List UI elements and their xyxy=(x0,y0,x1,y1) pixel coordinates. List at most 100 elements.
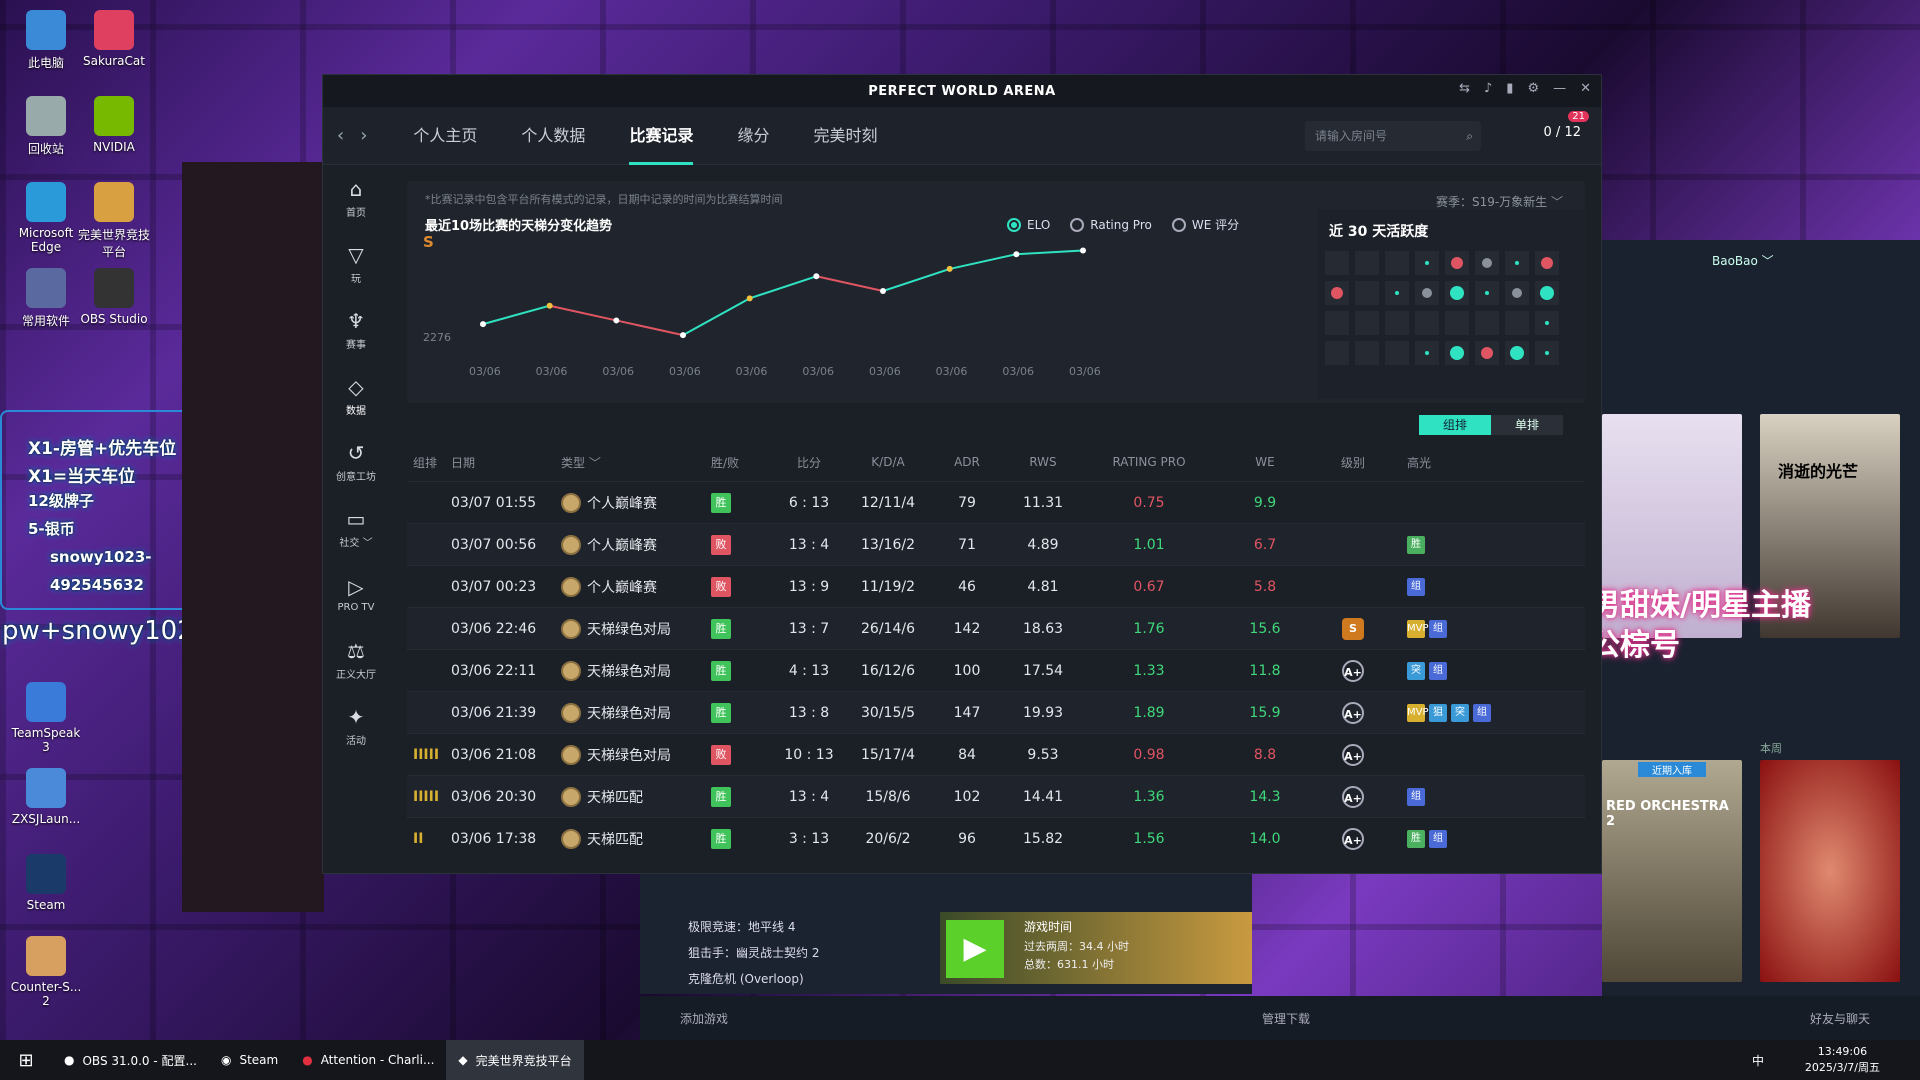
red-orchestra-cover[interactable]: 近期入库 RED ORCHESTRA 2 xyxy=(1602,760,1742,982)
tab-1[interactable]: 个人数据 xyxy=(521,125,586,145)
tab-4[interactable]: 完美时刻 xyxy=(813,125,878,145)
activity-cell[interactable] xyxy=(1385,281,1409,305)
activity-cell[interactable] xyxy=(1415,251,1439,275)
activity-cell[interactable] xyxy=(1475,281,1499,305)
desktop-icon[interactable]: Steam xyxy=(8,848,84,912)
highlight-badge[interactable]: 狙 xyxy=(1429,703,1447,722)
desktop-icon[interactable]: TeamSpeak 3 xyxy=(8,676,84,754)
sidebar-item-5[interactable]: ▭ 社交 ﹀ xyxy=(323,495,389,561)
play-icon[interactable]: ▶ xyxy=(946,920,1004,978)
sidebar-item-6[interactable]: ▷ PRO TV xyxy=(323,561,389,627)
radio-0[interactable]: ELO xyxy=(1007,216,1050,233)
activity-cell[interactable] xyxy=(1415,281,1439,305)
activity-cell[interactable] xyxy=(1475,341,1499,365)
col-header[interactable]: 类型 ﹀ xyxy=(561,455,601,470)
desktop-icon[interactable]: Counter-S... 2 xyxy=(8,930,84,1008)
highlight-badge[interactable]: 胜 xyxy=(1407,829,1425,848)
recent-game-2[interactable]: 狙击手：幽灵战士契约 2 xyxy=(688,946,820,960)
season-select[interactable]: 赛季：S19-万象新生 ﹀ xyxy=(1435,195,1563,209)
task-music[interactable]: ● Attention - Charli... xyxy=(290,1040,446,1080)
trend-point[interactable] xyxy=(680,332,686,339)
highlight-badge[interactable]: 组 xyxy=(1429,829,1447,848)
signal-icon[interactable]: ▮ xyxy=(1506,81,1514,96)
trend-point[interactable] xyxy=(546,302,553,309)
trend-point[interactable] xyxy=(1080,247,1086,254)
highlight-badge[interactable]: 组 xyxy=(1429,619,1447,638)
dying-light-cover[interactable]: 消逝的光芒 xyxy=(1760,414,1900,638)
trend-point[interactable] xyxy=(746,295,753,302)
activity-cell[interactable] xyxy=(1535,341,1559,365)
anime-cover[interactable] xyxy=(1602,414,1742,638)
highlight-badge[interactable]: 组 xyxy=(1407,577,1425,596)
table-row[interactable]: 03/07 01:55 个人巅峰赛 胜 6 : 13 12/11/4 79 11.31 0.7… xyxy=(407,481,1585,523)
activity-cell[interactable] xyxy=(1385,251,1409,275)
radio-1[interactable]: Rating Pro xyxy=(1070,216,1152,233)
red-alert-cover[interactable] xyxy=(1760,760,1900,982)
playtime-card[interactable]: ▶ 游戏时间 过去两周：34.4 小时 总数：631.1 小时 xyxy=(940,912,1252,984)
activity-cell[interactable] xyxy=(1535,281,1559,305)
team-filter[interactable]: 组排 xyxy=(1419,415,1491,435)
activity-cell[interactable] xyxy=(1355,341,1379,365)
online-count[interactable]: 0 / 12 21 xyxy=(1544,111,1589,140)
trend-point[interactable] xyxy=(613,317,620,324)
ime-indicator[interactable]: 中 xyxy=(1751,1054,1764,1068)
friends-chat-button[interactable]: 好友与聊天 xyxy=(1809,1012,1870,1026)
add-game-button[interactable]: 添加游戏 xyxy=(680,1012,729,1026)
activity-cell[interactable] xyxy=(1415,311,1439,335)
sidebar-item-8[interactable]: ✦ 活动 xyxy=(323,693,389,759)
activity-cell[interactable] xyxy=(1475,251,1499,275)
table-row[interactable]: 03/06 22:46 天梯绿色对局 胜 13 : 7 26/14/6 142 18.63 1… xyxy=(407,607,1585,649)
task-arena[interactable]: ◆ 完美世界竞技平台 xyxy=(446,1040,584,1080)
trend-point[interactable] xyxy=(946,265,953,272)
swap-icon[interactable]: ⇆ xyxy=(1459,81,1470,96)
highlight-badge[interactable]: MVP xyxy=(1407,619,1429,638)
task-steam[interactable]: ◉ Steam xyxy=(209,1040,290,1080)
sidebar-item-0[interactable]: ⌂ 首页 xyxy=(323,165,389,231)
activity-cell[interactable] xyxy=(1505,281,1529,305)
highlight-badge[interactable]: 突 xyxy=(1407,661,1425,680)
solo-filter[interactable]: 单排 xyxy=(1491,415,1563,435)
forward-icon[interactable]: › xyxy=(360,125,368,146)
room-search-input[interactable]: 请输入房间号 ⌕ xyxy=(1305,121,1481,151)
activity-cell[interactable] xyxy=(1505,311,1529,335)
highlight-badge[interactable]: MVP xyxy=(1407,703,1429,722)
desktop-icon[interactable]: OBS Studio xyxy=(76,262,152,326)
activity-cell[interactable] xyxy=(1505,341,1529,365)
activity-cell[interactable] xyxy=(1415,341,1439,365)
tab-3[interactable]: 缘分 xyxy=(737,125,770,145)
activity-cell[interactable] xyxy=(1385,341,1409,365)
close-icon[interactable]: ✕ xyxy=(1580,81,1591,96)
activity-cell[interactable] xyxy=(1325,311,1349,335)
trend-point[interactable] xyxy=(480,321,486,328)
search-icon[interactable]: ⌕ xyxy=(1466,129,1473,143)
activity-cell[interactable] xyxy=(1445,311,1469,335)
settings-icon[interactable]: ⚙ xyxy=(1527,81,1540,96)
activity-cell[interactable] xyxy=(1325,341,1349,365)
activity-cell[interactable] xyxy=(1385,311,1409,335)
desktop-icon[interactable]: 此电脑 xyxy=(8,4,84,71)
activity-cell[interactable] xyxy=(1535,311,1559,335)
tab-2[interactable]: 比赛记录 xyxy=(607,107,715,165)
back-icon[interactable]: ‹ xyxy=(337,125,345,146)
activity-cell[interactable] xyxy=(1445,341,1469,365)
table-row[interactable]: 03/06 21:39 天梯绿色对局 胜 13 : 8 30/15/5 147 19.93 1… xyxy=(407,691,1585,733)
manage-downloads-button[interactable]: 管理下载 xyxy=(1262,1012,1311,1026)
radio-2[interactable]: WE 评分 xyxy=(1171,216,1239,233)
desktop-icon[interactable]: 常用软件 xyxy=(8,262,84,329)
desktop-icon[interactable]: 回收站 xyxy=(8,90,84,157)
trend-point[interactable] xyxy=(813,273,820,280)
activity-cell[interactable] xyxy=(1505,251,1529,275)
recent-game-3[interactable]: 克隆危机 (Overloop) xyxy=(688,972,804,986)
table-row[interactable]: IIIII 03/06 20:30 天梯匹配 胜 13 : 4 15/8/6 102 14.4… xyxy=(407,775,1585,817)
table-row[interactable]: IIIII 03/06 21:08 天梯绿色对局 败 10 : 13 15/17/4 84 9… xyxy=(407,733,1585,775)
sidebar-item-3[interactable]: ◇ 数据 xyxy=(323,363,389,429)
activity-cell[interactable] xyxy=(1355,251,1379,275)
sidebar-item-7[interactable]: ⚖ 正义大厅 xyxy=(323,627,389,693)
trend-point[interactable] xyxy=(880,288,886,294)
activity-cell[interactable] xyxy=(1445,281,1469,305)
activity-cell[interactable] xyxy=(1535,251,1559,275)
activity-cell[interactable] xyxy=(1475,311,1499,335)
minimize-icon[interactable]: — xyxy=(1553,81,1567,96)
desktop-icon[interactable]: ZXSJLaun... xyxy=(8,762,84,826)
desktop-icon[interactable]: 完美世界竞技平台 xyxy=(76,176,152,260)
